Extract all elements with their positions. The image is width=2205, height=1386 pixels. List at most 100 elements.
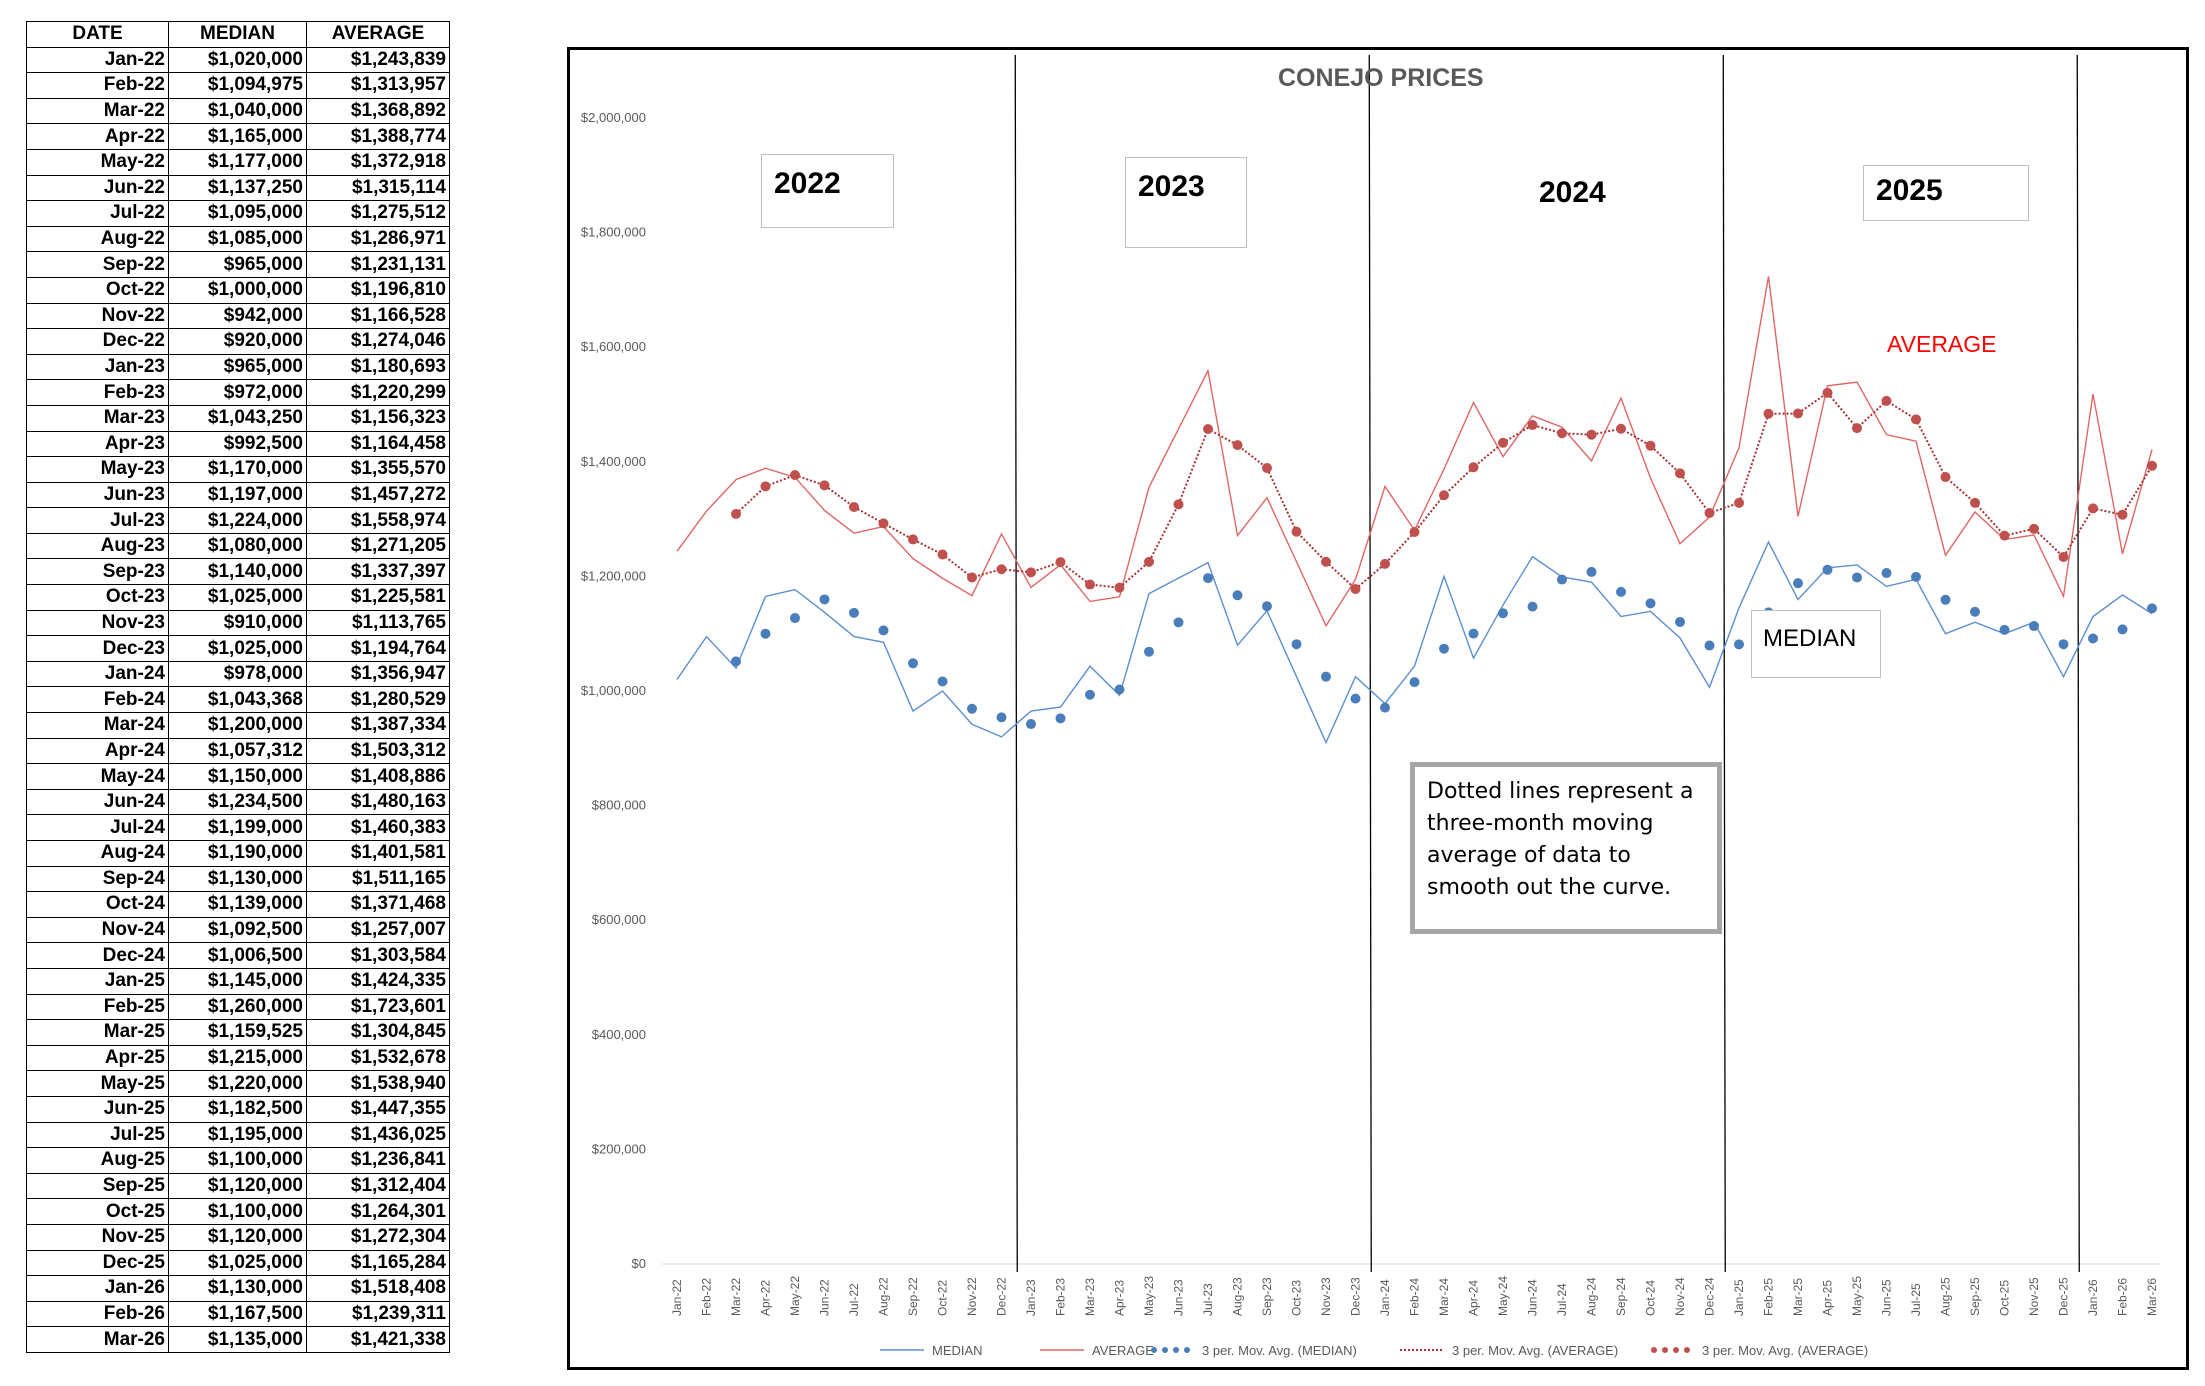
- cell-date: Apr-22: [26, 123, 169, 150]
- x-tick-label: Apr-22: [759, 1280, 773, 1316]
- cell-date: Oct-24: [26, 891, 169, 918]
- year-divider-line: [1014, 54, 1018, 1273]
- cell-average: $1,274,046: [306, 328, 450, 355]
- y-tick-label: $2,000,000: [581, 110, 646, 125]
- year-label-2025: 2025: [1863, 165, 2029, 221]
- x-tick-label: Sep-24: [1614, 1277, 1628, 1316]
- table-row: Oct-22 $1,000,000 $1,196,810: [26, 276, 450, 304]
- legend-swatch-dot: [1651, 1347, 1657, 1353]
- table-row: Aug-25 $1,100,000 $1,236,841: [26, 1147, 450, 1174]
- cell-average: $1,275,512: [306, 200, 450, 227]
- cell-average: $1,257,007: [306, 916, 450, 944]
- table-row: Feb-24 $1,043,368 $1,280,529: [26, 686, 450, 714]
- cell-average: $1,271,205: [306, 532, 450, 560]
- cell-date: Aug-23: [26, 532, 169, 560]
- y-tick-label: $600,000: [592, 912, 646, 927]
- header-median: MEDIAN: [168, 21, 307, 48]
- x-tick-label: Aug-24: [1585, 1277, 1599, 1316]
- x-tick-label: Feb-23: [1054, 1278, 1068, 1316]
- cell-date: Feb-26: [26, 1300, 169, 1328]
- ma-point: [731, 656, 741, 667]
- price-table: DATE MEDIAN AVERAGE Jan-22 $1,020,000 $1,2…: [26, 21, 450, 1353]
- ma-point: [819, 594, 830, 605]
- ma-point: [1026, 567, 1036, 578]
- cell-median: $920,000: [168, 328, 307, 355]
- y-tick-label: $1,400,000: [581, 454, 646, 469]
- x-tick-label: Jun-24: [1526, 1279, 1540, 1316]
- cell-median: $1,135,000: [168, 1326, 307, 1353]
- ma-point: [1911, 414, 1921, 425]
- cell-median: $1,000,000: [168, 276, 307, 304]
- table-row: Jan-22 $1,020,000 $1,243,839: [26, 46, 450, 74]
- cell-date: Jan-26: [26, 1275, 169, 1302]
- ma-point: [760, 628, 771, 639]
- x-tick-label: Sep-25: [1968, 1277, 1982, 1316]
- x-tick-label: Jun-25: [1880, 1279, 1894, 1316]
- table-row: Mar-23 $1,043,250 $1,156,323: [26, 404, 450, 432]
- cell-average: $1,236,841: [306, 1147, 450, 1174]
- ma-point: [1645, 598, 1656, 609]
- x-tick-label: Dec-25: [2057, 1277, 2071, 1316]
- x-tick-label: Jan-25: [1732, 1279, 1746, 1316]
- cell-median: $1,199,000: [168, 814, 307, 841]
- ma-point: [1793, 408, 1803, 419]
- x-tick-label: Dec-24: [1703, 1277, 1717, 1316]
- ma-point: [996, 712, 1007, 723]
- year-divider-line: [1722, 54, 1726, 1273]
- table-row: Nov-23 $910,000 $1,113,765: [26, 609, 450, 637]
- cell-median: $992,500: [168, 430, 307, 458]
- x-tick-label: Aug-23: [1231, 1277, 1245, 1316]
- cell-date: Dec-25: [26, 1249, 169, 1277]
- table-row: Apr-24 $1,057,312 $1,503,312: [26, 737, 450, 765]
- legend-swatch-dot: [1151, 1347, 1157, 1353]
- ma-point: [1822, 387, 1833, 398]
- legend-label: AVERAGE: [1092, 1343, 1154, 1358]
- chart-title: CONEJO PRICES: [1278, 64, 1484, 92]
- ma-point: [1498, 437, 1508, 448]
- legend: MEDIAN AVERAGE 3 per. Mov. Avg. (MEDIAN) 3 …: [880, 1343, 1868, 1358]
- ma-point: [1291, 639, 1302, 650]
- y-tick-label: $400,000: [592, 1027, 646, 1042]
- table-row: Feb-22 $1,094,975 $1,313,957: [26, 72, 450, 99]
- legend-swatch-dot: [1662, 1347, 1668, 1353]
- ma-point: [1262, 601, 1272, 612]
- x-tick-label: Jul-24: [1555, 1283, 1569, 1316]
- table-row: Mar-22 $1,040,000 $1,368,892: [26, 97, 450, 125]
- table-row: Nov-25 $1,120,000 $1,272,304: [26, 1223, 450, 1251]
- year-divider-line: [2076, 54, 2080, 1273]
- cell-median: $1,140,000: [168, 558, 307, 586]
- ma-point: [1144, 556, 1154, 567]
- cell-average: $1,166,528: [306, 302, 450, 330]
- cell-median: $1,224,000: [168, 507, 307, 534]
- ma-point: [1085, 579, 1095, 590]
- cell-date: Dec-24: [26, 942, 169, 969]
- ma-point: [878, 518, 889, 529]
- cell-average: $1,356,947: [306, 660, 450, 688]
- ma-point: [1203, 573, 1213, 584]
- cell-median: $972,000: [168, 379, 307, 406]
- ma-point: [1114, 582, 1125, 593]
- cell-median: $1,092,500: [168, 916, 307, 944]
- year-dividers: [1014, 54, 2080, 1273]
- ma-point: [1527, 601, 1538, 612]
- x-tick-label: Apr-24: [1467, 1280, 1481, 1316]
- ma-point: [2117, 624, 2128, 635]
- x-tick-label: Jul-23: [1201, 1283, 1215, 1316]
- x-tick-label: Apr-25: [1821, 1280, 1835, 1316]
- cell-average: $1,312,404: [306, 1172, 450, 1200]
- cell-date: Jun-25: [26, 1095, 169, 1123]
- y-tick-label: $1,800,000: [581, 225, 646, 240]
- cell-date: May-25: [26, 1070, 169, 1097]
- cell-average: $1,113,765: [306, 609, 450, 637]
- moving-average-dots-average: [731, 387, 2157, 594]
- cell-date: Jul-24: [26, 814, 169, 841]
- cell-median: $1,137,250: [168, 174, 307, 202]
- cell-date: Feb-23: [26, 379, 169, 406]
- ma-point: [2088, 633, 2098, 644]
- cell-average: $1,243,839: [306, 46, 450, 74]
- legend-label: MEDIAN: [932, 1343, 983, 1358]
- table-row: Jun-24 $1,234,500 $1,480,163: [26, 788, 450, 816]
- cell-median: $1,043,368: [168, 686, 307, 714]
- cell-date: Mar-26: [26, 1326, 169, 1353]
